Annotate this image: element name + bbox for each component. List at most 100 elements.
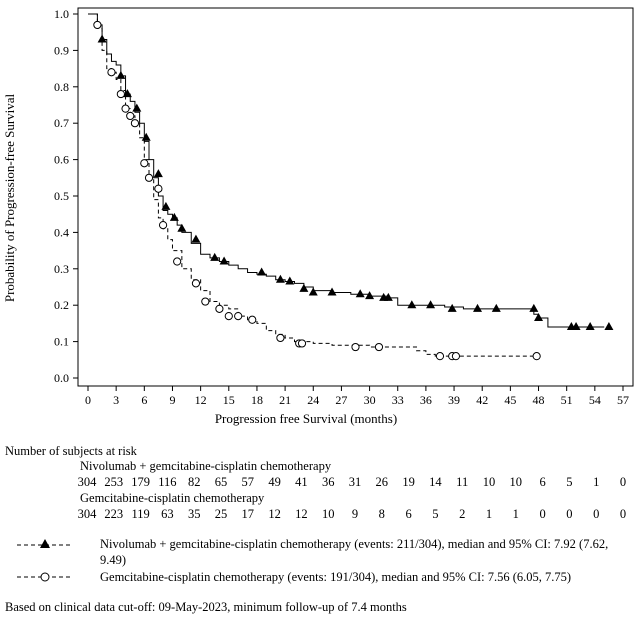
x-tick-label: 21 xyxy=(279,393,291,407)
censor-triangle xyxy=(308,287,318,296)
series-line-0 xyxy=(88,13,605,328)
censor-triangle xyxy=(177,223,187,232)
censor-triangle xyxy=(210,252,220,261)
censor-circle xyxy=(130,119,140,128)
censor-triangle xyxy=(383,292,393,301)
risk-cell: 0 xyxy=(593,507,600,521)
y-tick-label: 0.2 xyxy=(54,298,69,312)
risk-cell: 41 xyxy=(295,475,308,489)
y-axis-label: Probability of Progression-free Survival xyxy=(2,93,17,302)
risk-table: Number of subjects at risk Nivolumab + g… xyxy=(0,444,641,524)
censor-circle xyxy=(351,342,360,352)
risk-cell: 5 xyxy=(566,475,573,489)
risk-cell: 0 xyxy=(566,507,573,521)
risk-cell: 304 xyxy=(77,475,97,489)
censor-triangle xyxy=(161,201,171,210)
censor-circle xyxy=(276,333,285,343)
x-axis-label: Progression free Survival (months) xyxy=(215,411,397,426)
risk-cell: 253 xyxy=(104,475,124,489)
x-tick-label: 3 xyxy=(113,393,119,407)
risk-cell: 25 xyxy=(214,507,228,521)
censor-triangle xyxy=(275,274,285,283)
risk-cell: 6 xyxy=(539,475,546,489)
censor-triangle xyxy=(257,267,267,276)
x-tick-label: 39 xyxy=(448,393,460,407)
circle-marker-icon xyxy=(17,572,73,582)
y-tick-label: 0.9 xyxy=(54,43,69,57)
y-tick-label: 0.7 xyxy=(54,116,69,130)
x-tick-label: 51 xyxy=(561,393,573,407)
risk-cell: 36 xyxy=(321,475,335,489)
x-tick-label: 42 xyxy=(476,393,488,407)
risk-row-nivolumab: 304 253 179 116 82 65 57 49 41 36 31 26 19 14 11 10 10 6 5… xyxy=(0,475,641,491)
y-tick-label: 0.6 xyxy=(54,153,69,167)
risk-cell: 116 xyxy=(158,475,177,489)
risk-cell: 65 xyxy=(214,475,228,489)
censor-triangle xyxy=(473,303,483,312)
censor-circle xyxy=(435,352,445,361)
censor-triangle xyxy=(299,283,309,292)
y-tick-label: 0.1 xyxy=(54,335,69,349)
censor-circle xyxy=(451,352,461,361)
x-tick-label: 48 xyxy=(533,393,545,407)
x-tick-label: 45 xyxy=(504,393,516,407)
x-tick-label: 36 xyxy=(420,393,432,407)
x-tick-label: 54 xyxy=(589,393,601,407)
y-tick-label: 0.0 xyxy=(54,371,69,385)
censor-circle xyxy=(191,279,201,288)
risk-cell: 63 xyxy=(161,507,174,521)
censor-triangle xyxy=(585,322,595,331)
risk-group-label-nivolumab: Nivolumab + gemcitabine-cisplatin chemot… xyxy=(80,459,332,473)
censor-circle xyxy=(107,68,116,77)
risk-cell: 1 xyxy=(512,507,519,521)
risk-cell: 223 xyxy=(104,507,124,521)
censor-triangle xyxy=(141,132,151,141)
censor-circle xyxy=(158,221,168,230)
y-tick-label: 1.0 xyxy=(54,7,69,21)
censor-triangle xyxy=(604,322,614,331)
risk-cell: 26 xyxy=(375,475,389,489)
plot-frame xyxy=(77,7,634,387)
censor-circle xyxy=(126,111,135,121)
censor-circle xyxy=(374,342,384,352)
x-tick-label: 24 xyxy=(307,393,319,407)
x-tick-label: 12 xyxy=(195,393,207,407)
x-tick-label: 18 xyxy=(251,393,263,407)
censor-circle xyxy=(116,89,125,99)
risk-cell: 8 xyxy=(378,507,385,521)
risk-cell: 1 xyxy=(485,507,493,521)
risk-cell: 5 xyxy=(432,507,439,521)
risk-cell: 10 xyxy=(482,475,496,489)
censor-triangle xyxy=(122,89,132,98)
censor-circle xyxy=(224,312,233,321)
y-tick-label: 0.5 xyxy=(54,189,69,203)
risk-cell: 10 xyxy=(321,507,335,521)
legend-text-nivolumab: Nivolumab + gemcitabine-cisplatin chemot… xyxy=(100,537,609,567)
km-plot: 0 3 6 9 12 15 18 21 24 27 30 33 36 39 42 45 48 51 54 570.00… xyxy=(2,7,634,426)
risk-cell: 0 xyxy=(619,475,627,489)
censor-triangle xyxy=(529,303,539,312)
risk-cell: 12 xyxy=(268,507,281,521)
censor-circle xyxy=(140,159,149,168)
risk-cell: 2 xyxy=(459,507,466,521)
censor-triangle xyxy=(571,322,581,331)
y-tick-label: 0.4 xyxy=(54,225,69,239)
censor-triangle xyxy=(426,300,436,309)
censor-circle xyxy=(215,304,224,313)
risk-cell: 10 xyxy=(509,475,523,489)
risk-cell: 179 xyxy=(131,475,150,489)
series-layer xyxy=(88,13,614,361)
risk-cell: 119 xyxy=(131,507,150,521)
censor-triangle xyxy=(153,169,163,178)
censor-triangle xyxy=(365,291,375,300)
x-tick-label: 15 xyxy=(223,393,235,407)
censor-triangle xyxy=(447,303,457,312)
footnote: Based on clinical data cut-off: 09-May-2… xyxy=(5,600,407,614)
x-tick-label: 57 xyxy=(617,393,629,407)
risk-cell: 14 xyxy=(429,475,442,489)
censor-circle xyxy=(121,104,130,113)
risk-cell: 11 xyxy=(456,475,469,489)
censor-triangle xyxy=(407,300,417,309)
risk-cell: 1 xyxy=(593,475,600,489)
risk-table-header: Number of subjects at risk xyxy=(5,444,137,458)
